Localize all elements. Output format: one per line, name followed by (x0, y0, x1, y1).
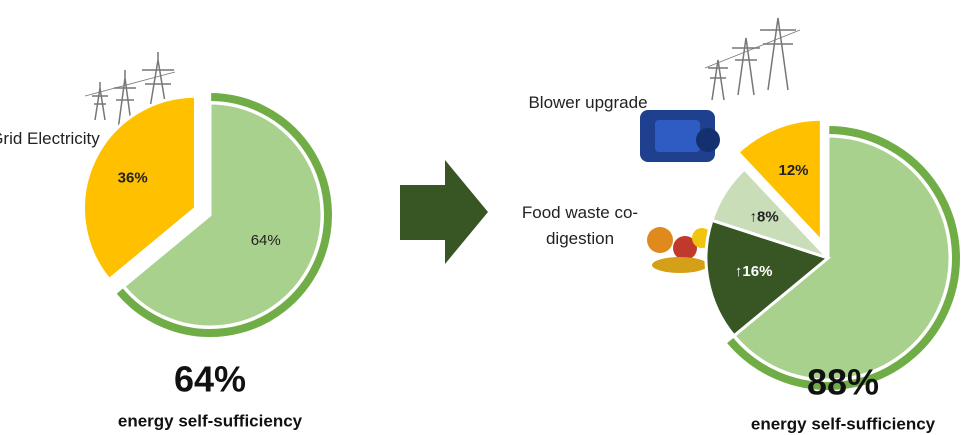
summary-value: 88% (807, 362, 879, 403)
value-label: ↑8% (750, 208, 779, 225)
summary-subtitle: energy self-sufficiency (118, 411, 303, 430)
value-label: 36% (118, 170, 148, 187)
power-towers (705, 18, 800, 100)
blower-image (640, 110, 720, 162)
arrow (400, 160, 488, 264)
food-image (647, 227, 712, 273)
value-label: 64% (251, 232, 281, 249)
page: 64% 36% 64% energy self-sufficiency ↑16% ↑8% 1… (0, 0, 963, 435)
summary-value: 64% (174, 359, 246, 400)
diagram: 64% 36% 64% energy self-sufficiency ↑16% ↑8% 1… (0, 0, 963, 435)
category-label: Blower upgrade (523, 90, 653, 116)
summary-subtitle: energy self-sufficiency (751, 414, 936, 433)
category-label: Food waste co-digestion (515, 200, 645, 252)
category-label: Grid Electricity (0, 126, 110, 152)
value-label: 12% (779, 162, 809, 179)
value-label: ↑16% (735, 263, 773, 280)
